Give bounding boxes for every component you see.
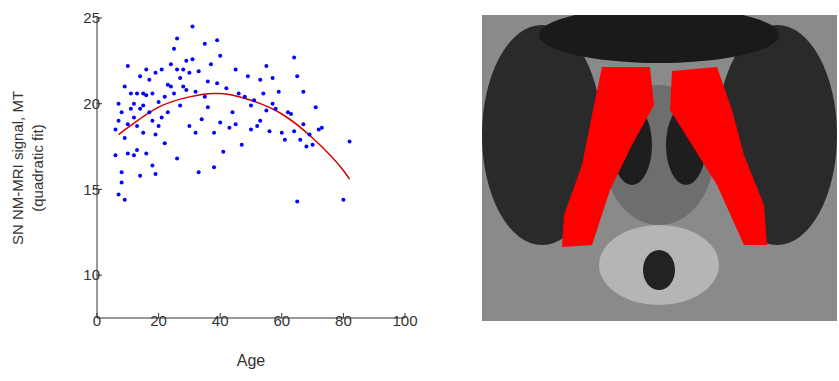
svg-text:60: 60: [273, 312, 290, 329]
svg-text:20: 20: [150, 312, 167, 329]
svg-text:0: 0: [93, 312, 101, 329]
svg-text:20: 20: [83, 95, 100, 112]
html-text:SN NM-MRI signal, MT: SN NM-MRI signal, MT: [9, 90, 26, 246]
svg-text:40: 40: [212, 312, 229, 329]
svg-text:Age: Age: [237, 352, 266, 369]
svg-text:25: 25: [83, 9, 100, 26]
svg-text:10: 10: [83, 266, 100, 283]
svg-text:80: 80: [335, 312, 352, 329]
svg-text:15: 15: [83, 181, 100, 198]
html-text:(quadratic fit): (quadratic fit): [29, 124, 46, 212]
svg-text:100: 100: [392, 312, 417, 329]
